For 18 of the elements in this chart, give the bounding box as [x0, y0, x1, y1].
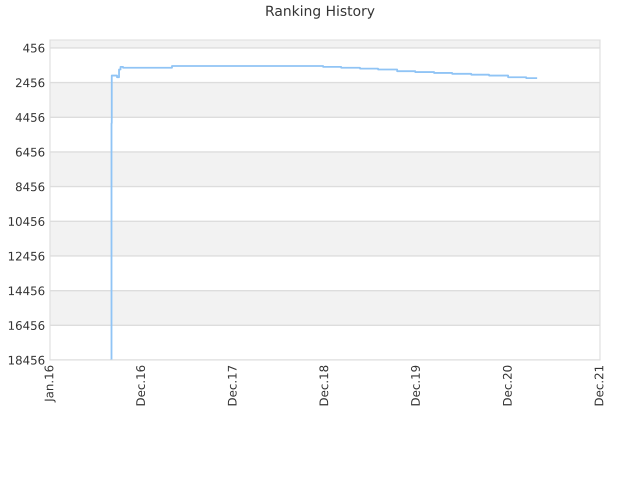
x-tick-label: Jan.16	[44, 366, 56, 402]
y-tick-label: 8456	[16, 182, 44, 192]
x-tick-label: Dec.20	[502, 366, 512, 406]
y-tick-label: 4456	[16, 112, 44, 122]
y-tick-label: 456	[23, 44, 44, 53]
x-tick-label: Dec.16	[136, 366, 146, 406]
y-tick-label: 14456	[8, 286, 44, 296]
y-tick-label: 12456	[8, 252, 44, 261]
y-tick-label: 6456	[16, 148, 44, 157]
y-tick-label: 10456	[8, 217, 44, 226]
chart-title: Ranking History	[266, 5, 375, 19]
x-tick-label: Dec.19	[410, 366, 420, 406]
y-tick-label: 18456	[8, 356, 44, 365]
x-tick-label: Dec.21	[594, 366, 604, 406]
x-tick-label: Dec.17	[228, 366, 237, 406]
y-tick-label: 2456	[16, 78, 44, 88]
y-tick-label: 16456	[8, 321, 44, 330]
x-tick-label: Dec.18	[319, 366, 328, 406]
